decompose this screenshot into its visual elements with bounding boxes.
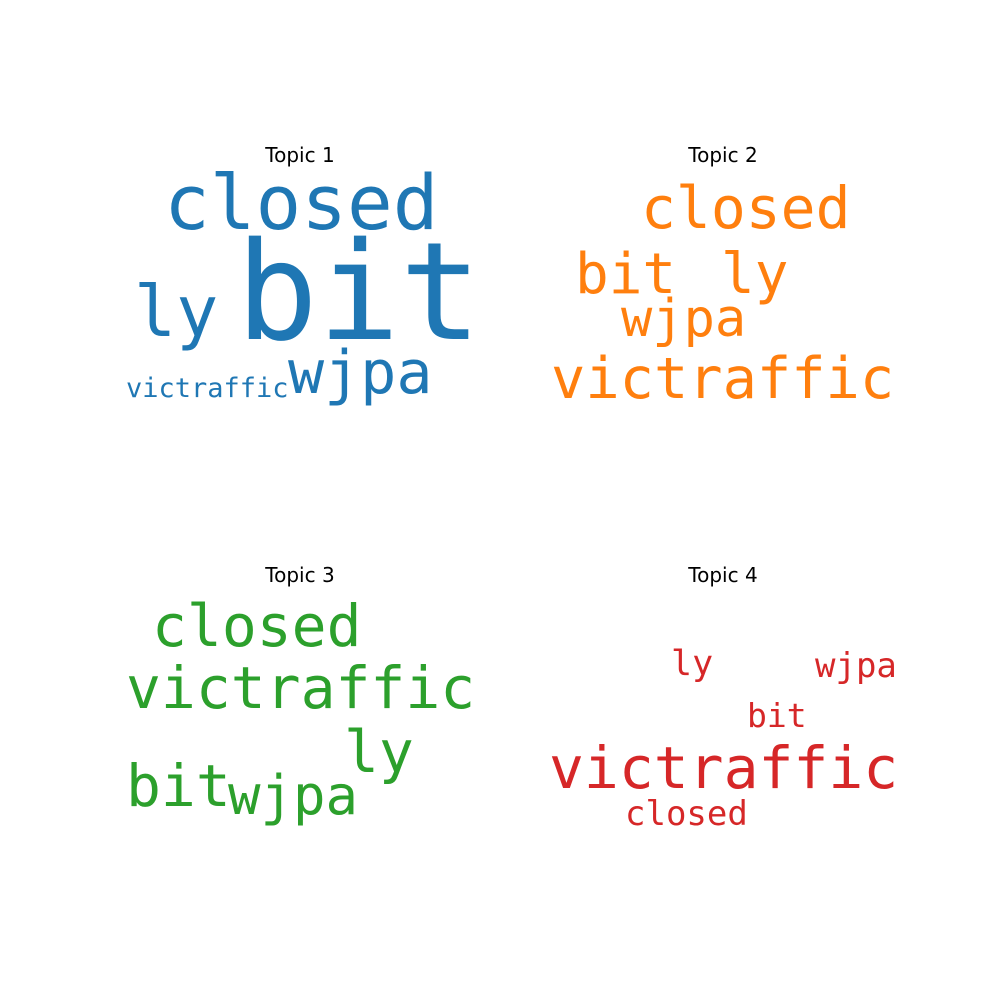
topic-3-word-bit: bit — [126, 752, 231, 820]
topic-2-wordcloud: Topic 2 closed bit ly wjpa victraffic — [513, 143, 933, 463]
topic-1-wordcloud: Topic 1 closed bit ly wjpa victraffic — [90, 143, 510, 463]
topic-1-word-wjpa: wjpa — [288, 338, 433, 408]
topic-2-word-bit: bit — [575, 242, 677, 307]
topic-1-word-victraffic: victraffic — [126, 373, 289, 404]
topic-2-word-victraffic: victraffic — [551, 346, 895, 412]
topic-4-word-ly: ly — [671, 644, 714, 684]
topic-3-word-closed: closed — [152, 592, 362, 660]
topic-4-wordcloud: Topic 4 ly wjpa bit victraffic closed — [513, 563, 933, 883]
topic-4-word-victraffic: victraffic — [549, 734, 899, 802]
topic-2-word-ly: ly — [721, 242, 789, 307]
topic-3-wordcloud: Topic 3 closed victraffic ly bit wjpa — [90, 563, 510, 883]
topic-1-word-bit: bit — [236, 214, 482, 372]
topic-3-title: Topic 3 — [265, 563, 335, 587]
topic-4-title: Topic 4 — [688, 563, 758, 587]
topic-3-word-ly: ly — [344, 718, 414, 786]
topic-3-word-wjpa: wjpa — [228, 764, 359, 827]
topic-4-word-bit: bit — [747, 696, 807, 735]
topic-2-word-closed: closed — [641, 174, 851, 242]
topic-1-word-ly: ly — [134, 271, 219, 353]
topic-3-word-victraffic: victraffic — [126, 654, 476, 722]
topic-1-word-closed: closed — [164, 158, 439, 247]
topic-4-word-closed: closed — [625, 794, 748, 834]
topic-2-word-wjpa: wjpa — [621, 289, 747, 349]
topic-4-word-wjpa: wjpa — [815, 646, 897, 686]
topic-1-title: Topic 1 — [265, 143, 335, 167]
topic-2-title: Topic 2 — [688, 143, 758, 167]
